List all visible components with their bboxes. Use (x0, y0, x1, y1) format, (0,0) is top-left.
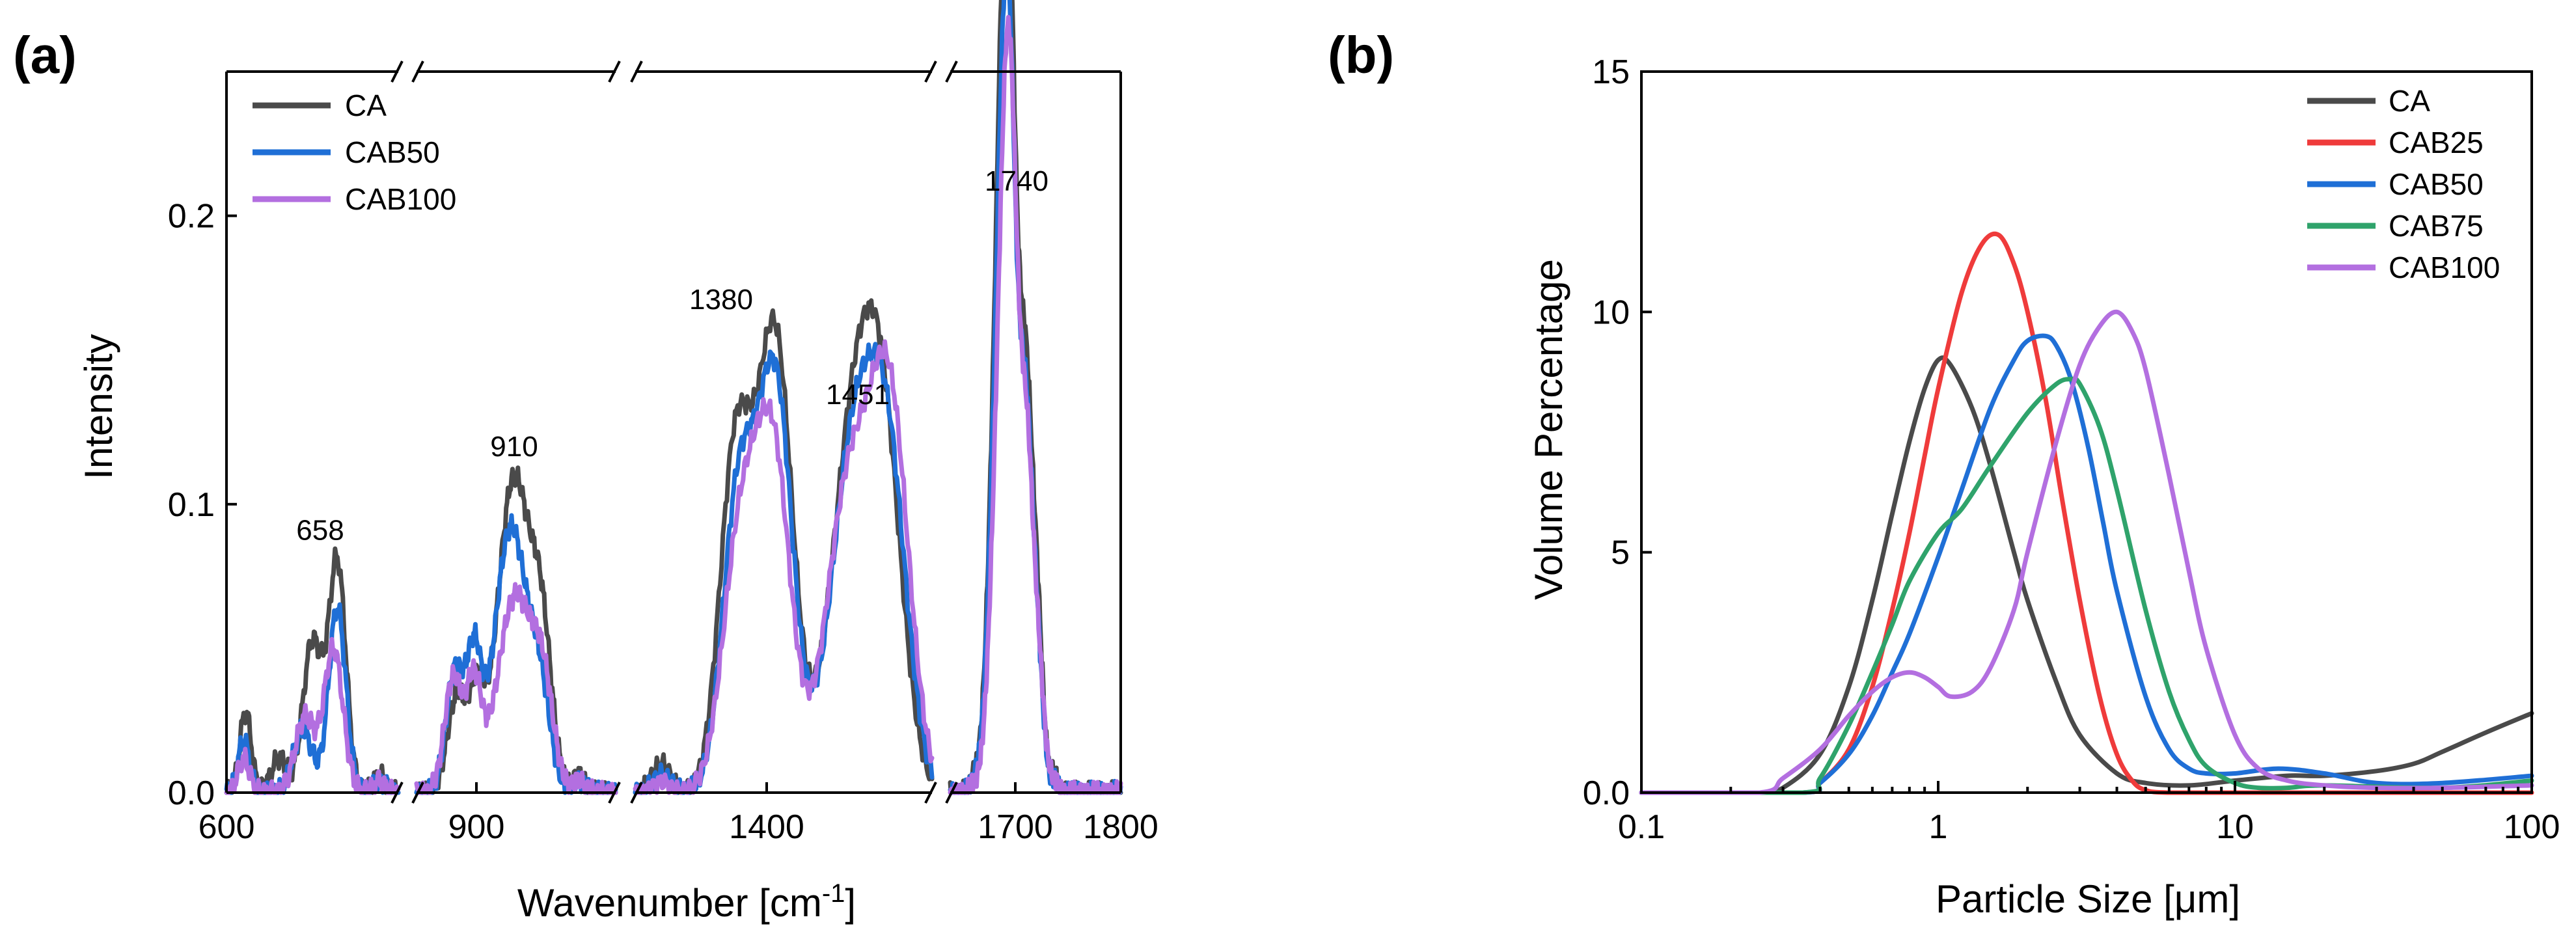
peak-label-658: 658 (296, 514, 344, 546)
panel-b-y-tick-label: 5 (1611, 534, 1630, 572)
panel-label-b: (b) (1328, 26, 1394, 84)
panel-b-y-axis-title: Volume Percentage (1527, 259, 1570, 600)
axis-break-mark (924, 782, 937, 804)
panel-a-peak-labels: 658 910 1380 1451 1740 (296, 165, 1048, 546)
panel-a-x-axis-title: Wavenumber [cm-1] (517, 879, 856, 925)
panel-label-a: (a) (13, 26, 77, 84)
peak-label-910: 910 (490, 431, 538, 463)
panel-a-y-tick-label: 0.1 (168, 486, 215, 524)
panel-a-y-tick-label: 0.2 (168, 198, 215, 236)
panel-b-x-tick-label: 0.1 (1618, 808, 1665, 846)
panel-b-axes: 0.0 5 10 15 0.1 1 10 100 (1583, 53, 2560, 846)
panel-b-x-tick-label: 10 (2216, 808, 2254, 846)
legend-label-cab100: CAB100 (2389, 251, 2500, 284)
axis-break-mark (924, 61, 937, 83)
axis-break-mark (945, 61, 958, 83)
panel-a-ftir-chart: (a) Intensity Wavenumber [cm-1] 0.00.10.… (13, 0, 1158, 925)
peak-label-1451: 1451 (826, 379, 890, 411)
panel-b-y-tick-label: 10 (1592, 293, 1630, 331)
panel-b-plot-frame (1640, 70, 2533, 794)
legend-label-ca: CA (345, 89, 387, 122)
series-cab100 (1639, 309, 2534, 795)
axis-break-mark (391, 782, 404, 804)
series-ca (1639, 355, 2534, 795)
panel-b-y-tick-label: 0.0 (1583, 774, 1630, 812)
panel-a-x-tick-label: 900 (448, 808, 505, 846)
axis-break-mark (630, 782, 643, 804)
panel-a-x-tick-label: 600 (199, 808, 255, 846)
axis-break-mark (608, 782, 621, 804)
legend-label-cab50: CAB50 (345, 135, 440, 169)
panel-a-x-tick-label: 1400 (729, 808, 804, 846)
legend-label-cab75: CAB75 (2389, 209, 2484, 243)
panel-a-axes: 0.0 0.1 0.2 600 900 1400 1700 1800 (168, 61, 1158, 846)
panel-b-legend: CA CAB25 CAB50 CAB75 CAB100 (2307, 84, 2500, 284)
axis-break-mark (630, 61, 643, 83)
panel-a-y-tick-label: 0.0 (168, 774, 215, 812)
series-cab25 (1639, 231, 2534, 795)
axis-break-mark (608, 61, 621, 83)
panel-a-y-axis-title: Intensity (77, 334, 120, 479)
series-cab100-band-2 (414, 582, 618, 795)
panel-b-particle-size-chart: (b) Volume Percentage Particle Size [μm]… (1328, 26, 2560, 921)
panel-a-x-tick-label: 1800 (1083, 808, 1158, 846)
axis-break-mark (411, 782, 424, 804)
legend-label-cab100: CAB100 (345, 182, 456, 216)
peak-label-1380: 1380 (689, 284, 753, 316)
axis-break-mark (945, 782, 958, 804)
panel-b-x-axis-title: Particle Size [μm] (1936, 877, 2240, 921)
legend-label-ca: CA (2389, 84, 2430, 118)
axis-break-mark (391, 61, 404, 83)
panel-b-series-group (1639, 231, 2534, 795)
peak-label-1740: 1740 (985, 165, 1048, 197)
legend-label-cab25: CAB25 (2389, 126, 2484, 159)
panel-a-x-tick-label: 1700 (978, 808, 1053, 846)
legend-label-cab50: CAB50 (2389, 167, 2484, 201)
series-cab100-band-3 (633, 339, 935, 795)
series-cab50 (1639, 333, 2534, 795)
panel-b-x-tick-label: 1 (1929, 808, 1948, 846)
axis-break-mark (411, 61, 424, 83)
panel-a-legend: CA CAB50 CAB100 (253, 89, 456, 216)
panel-b-y-tick-label: 15 (1592, 53, 1630, 91)
panel-b-x-tick-label: 100 (2504, 808, 2560, 846)
